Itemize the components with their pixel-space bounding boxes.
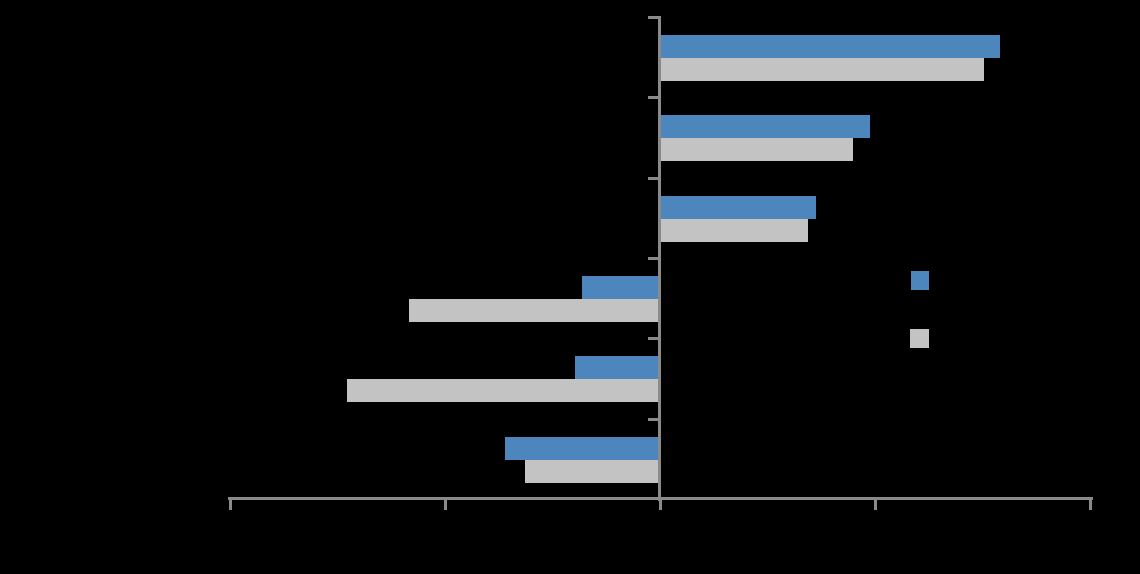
x-axis-tick-4 <box>874 500 877 510</box>
bar-gray-2 <box>660 138 854 161</box>
legend-swatch-gray <box>910 329 929 348</box>
bar-blue-3 <box>660 196 817 219</box>
y-axis-tick-2 <box>648 96 658 99</box>
bar-blue-1 <box>660 35 1000 58</box>
bar-blue-2 <box>660 115 871 138</box>
y-axis-line <box>658 16 661 501</box>
x-axis-tick-1 <box>229 500 232 510</box>
x-axis-tick-5 <box>1089 500 1092 510</box>
y-axis-tick-4 <box>648 257 658 260</box>
y-axis-tick-1 <box>648 16 658 19</box>
x-axis-line <box>228 497 1093 500</box>
x-axis-tick-2 <box>444 500 447 510</box>
bar-gray-3 <box>660 219 808 242</box>
legend-swatch-blue <box>911 271 929 290</box>
bar-blue-4 <box>581 276 660 299</box>
x-axis-tick-3 <box>659 500 662 510</box>
bar-blue-5 <box>575 356 660 379</box>
y-axis-tick-5 <box>648 337 658 340</box>
y-axis-tick-6 <box>648 418 658 421</box>
bar-gray-1 <box>660 58 984 81</box>
y-axis-tick-3 <box>648 177 658 180</box>
bar-gray-6 <box>524 460 660 483</box>
bar-gray-5 <box>346 379 660 402</box>
bar-gray-4 <box>409 299 660 322</box>
bar-blue-6 <box>504 437 660 460</box>
